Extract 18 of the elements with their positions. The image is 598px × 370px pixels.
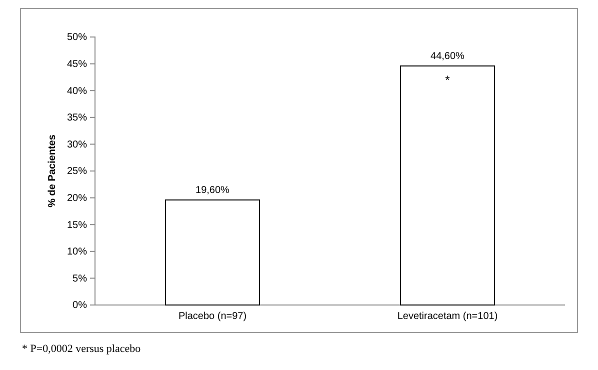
y-tick-label: 30% [66,139,88,150]
text: * P=0,0002 versus placebo [22,343,142,355]
y-axis-title: % de Pacientes [47,134,58,208]
y-tick-label: 50% [66,32,88,44]
y-tick-label: 15% [66,220,88,231]
y-tick-label: 5% [72,273,88,284]
data-label: 19,60% [196,184,230,196]
y-tick-label: 25% [66,166,88,178]
y-tick-label: 0% [72,300,88,312]
y-tick-label: 45% [66,59,88,70]
x-tick-label: Levetiracetam (n=101) [397,311,498,322]
y-tick-label: 35% [66,112,88,124]
y-tick-label: 20% [66,193,88,204]
x-tick-label: Placebo (n=97) [178,311,247,322]
annotation: * [445,72,450,87]
data-label: 44,60% [430,50,465,62]
y-tick-label: 40% [66,86,88,97]
y-tick-label: 10% [66,246,88,258]
